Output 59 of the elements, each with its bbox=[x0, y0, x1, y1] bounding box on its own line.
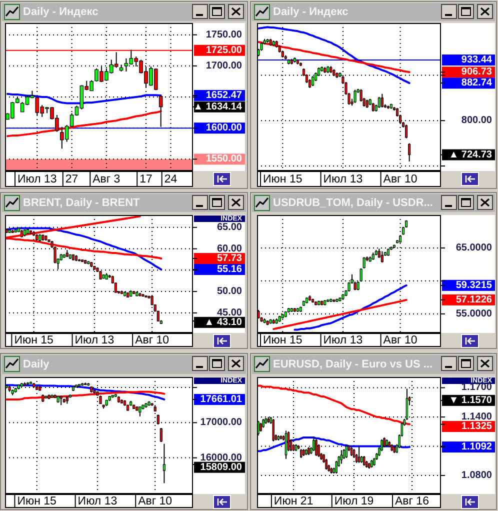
chart-title: EURUSD, Daily - Euro vs US ... bbox=[273, 358, 433, 370]
y-tick-label: 1652.47 bbox=[206, 90, 242, 101]
x-tick-label: Июн 15 bbox=[14, 334, 54, 346]
y-tick-label: 1750.00 bbox=[206, 29, 242, 40]
y-tick-label: 906.73 bbox=[461, 66, 492, 78]
chart-title: Daily - Индекс bbox=[23, 6, 98, 18]
x-tick-label: Авг 3 bbox=[92, 174, 120, 186]
y-tick-label: 45.00 bbox=[216, 307, 242, 318]
x-tick-label: Июл 13 bbox=[17, 174, 57, 186]
x-tick-label: Июн 15 bbox=[263, 174, 302, 186]
x-tick-label: Авг 10 bbox=[383, 174, 418, 186]
band-label: 1550.00 bbox=[206, 154, 242, 165]
y-tick-label: 65.00 bbox=[216, 222, 242, 233]
y-tick-label: 1700.00 bbox=[206, 60, 242, 72]
y-tick-label: 1.1400 bbox=[461, 411, 492, 422]
y-tick-label: 1.0800 bbox=[461, 470, 492, 481]
y-tick-label: ▲ 1634.14 bbox=[193, 101, 242, 112]
y-tick-label: 1.1700 bbox=[461, 382, 492, 394]
y-tick-label: ▲ 724.73 bbox=[448, 149, 492, 160]
x-tick-label: Июл 19 bbox=[334, 496, 374, 508]
y-tick-label: 57.73 bbox=[216, 252, 242, 264]
y-tick-label: ▼ 1.1570 bbox=[448, 394, 492, 406]
y-tick-label: 65.0000 bbox=[456, 242, 492, 254]
x-tick-label: Июл 13 bbox=[323, 174, 363, 186]
y-tick-label: 1.1325 bbox=[461, 420, 492, 432]
y-tick-label: 17661.01 bbox=[200, 394, 242, 405]
x-tick-label: Авг 10 bbox=[138, 496, 172, 508]
x-tick-label: 27 bbox=[65, 174, 78, 186]
x-tick-label: Июн 15 bbox=[263, 334, 302, 346]
y-tick-label: 50.00 bbox=[216, 286, 242, 298]
chart-title: Daily bbox=[23, 358, 50, 370]
ref-line-label: 933.44 bbox=[461, 54, 492, 66]
y-tick-label: 59.3215 bbox=[456, 280, 492, 291]
y-tick-label: 17000.00 bbox=[200, 417, 242, 428]
x-tick-label: Июл 13 bbox=[74, 334, 114, 346]
y-tick-label: 55.16 bbox=[216, 264, 242, 275]
y-tick-label: 60.00 bbox=[216, 243, 242, 254]
chart-title: Daily - Индекс bbox=[273, 6, 348, 18]
x-tick-label: Июн 21 bbox=[274, 496, 314, 508]
ref-line-label: 1725.00 bbox=[206, 44, 242, 56]
y-tick-label: 57.1226 bbox=[456, 294, 492, 306]
y-tick-label: 882.74 bbox=[461, 78, 492, 89]
y-tick-label: ▲ 43.10 bbox=[204, 316, 242, 328]
x-tick-label: Июл 13 bbox=[78, 496, 118, 508]
x-tick-label: Авг 10 bbox=[135, 334, 170, 346]
y-tick-label: 800.00 bbox=[461, 115, 492, 126]
chart-title: USDRUB_TOM, Daily - USDR... bbox=[273, 197, 433, 209]
x-tick-label: Авг 10 bbox=[383, 334, 418, 346]
chart-title: BRENT, Daily - BRENT bbox=[23, 197, 140, 209]
y-tick-label: 1.1092 bbox=[461, 442, 492, 453]
x-tick-label: 24 bbox=[164, 174, 178, 186]
x-tick-label: Июл 13 bbox=[323, 334, 363, 346]
x-tick-label: Июн 15 bbox=[17, 496, 56, 508]
x-tick-label: Авг 16 bbox=[395, 496, 429, 508]
y-tick-label: 55.0000 bbox=[456, 308, 492, 320]
y-tick-label: 16000.00 bbox=[200, 452, 242, 464]
ref-line-label: 1600.00 bbox=[206, 122, 242, 134]
y-tick-label: 15809.00 bbox=[200, 462, 242, 473]
x-tick-label: 17 bbox=[140, 174, 152, 186]
